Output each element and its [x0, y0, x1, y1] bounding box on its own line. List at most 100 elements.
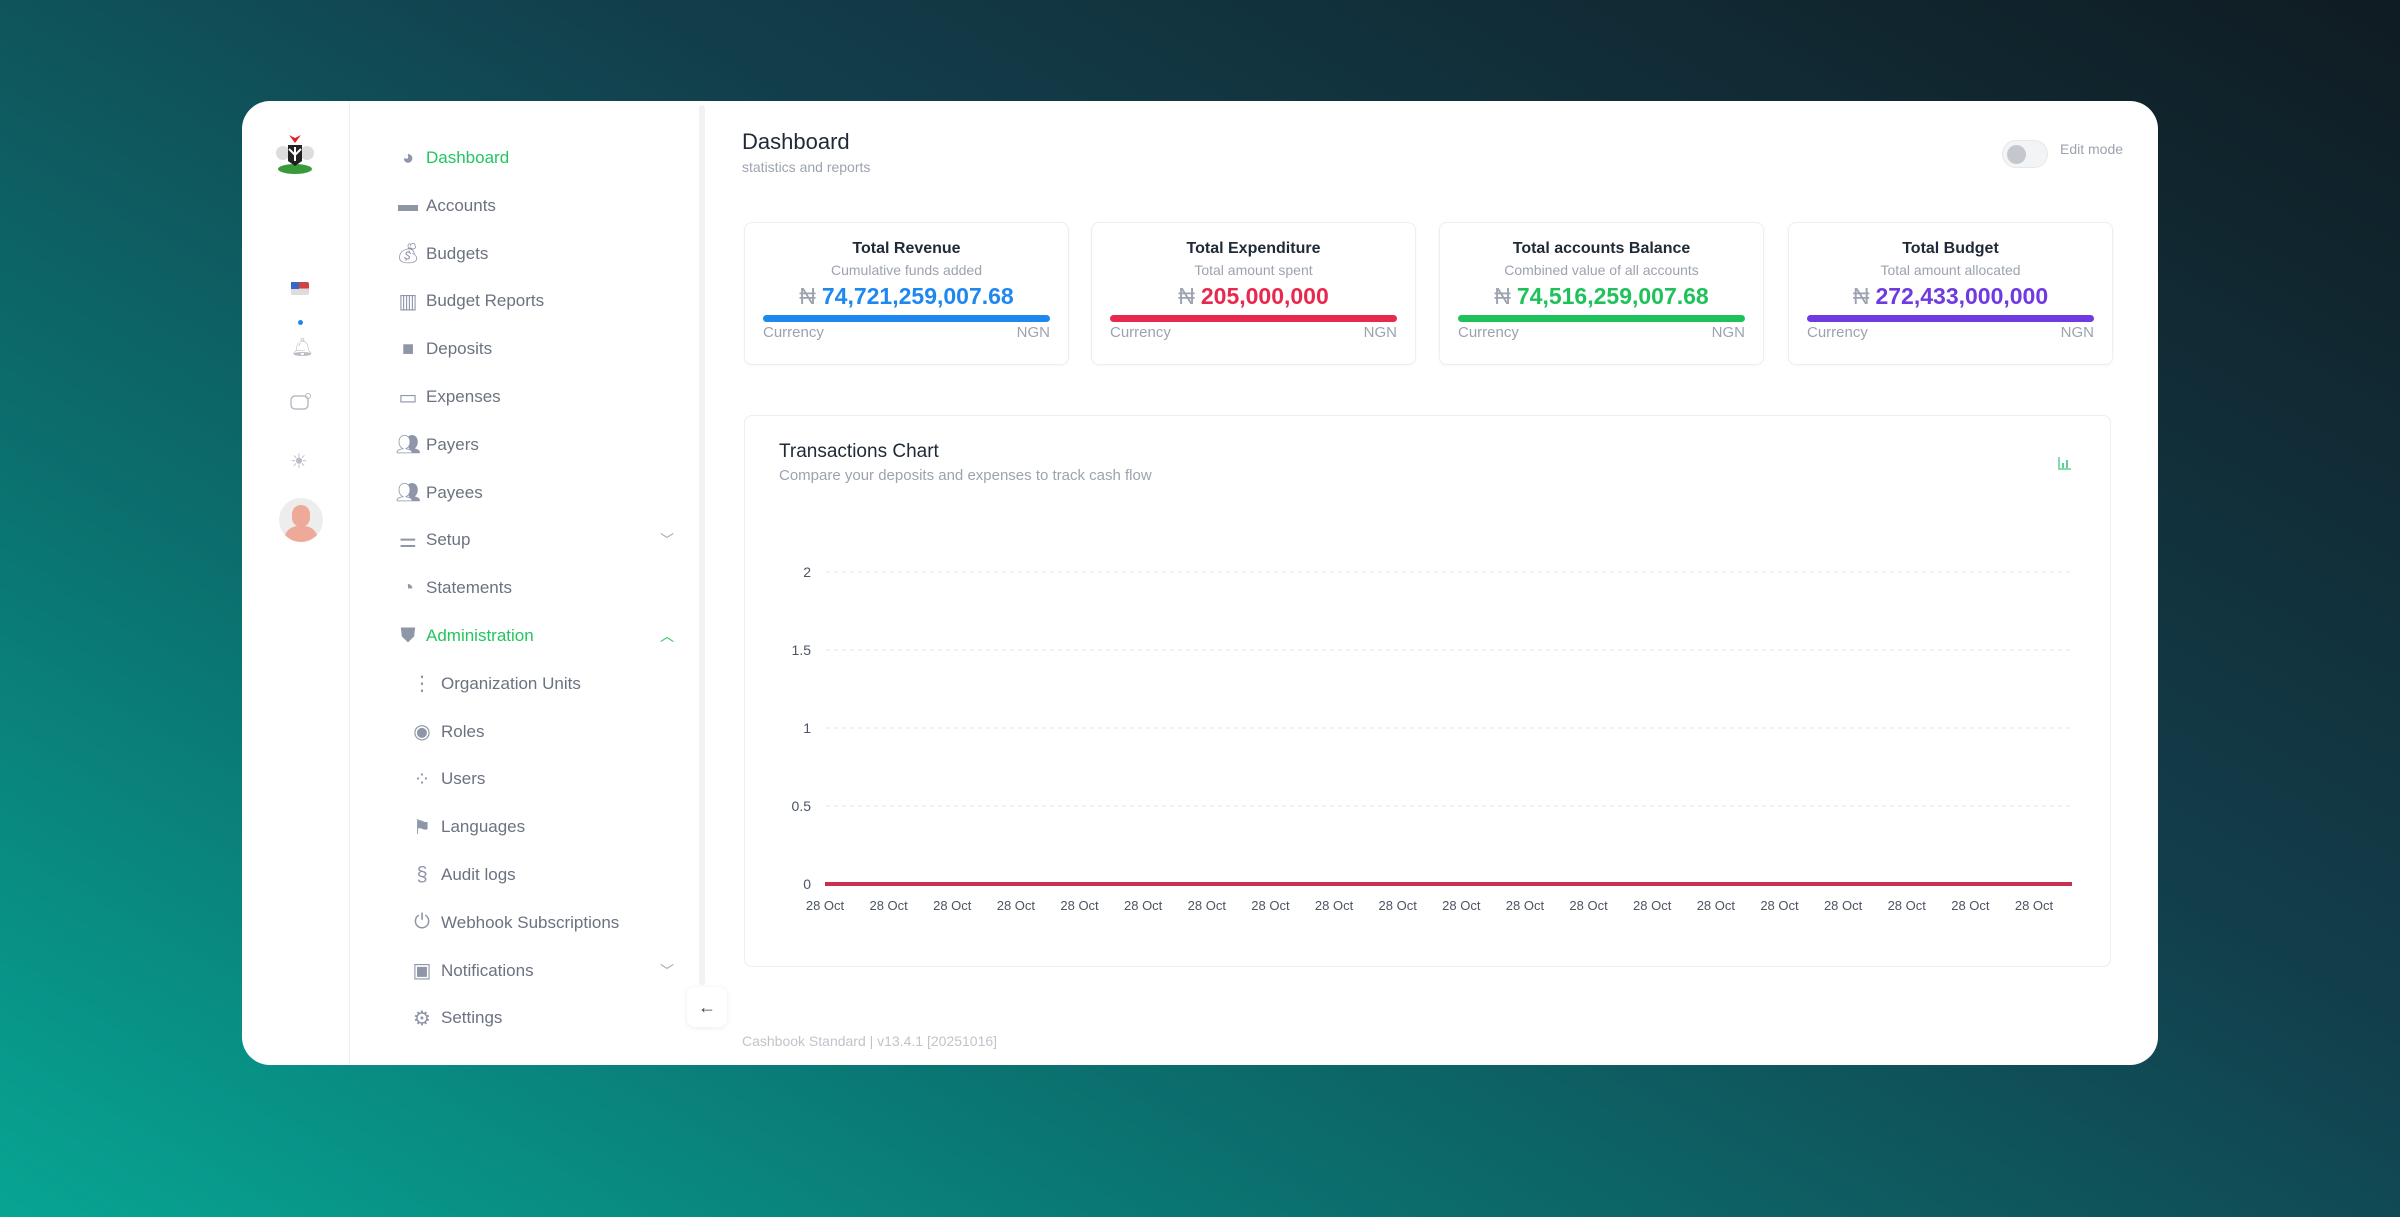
language-flag-icon[interactable] [291, 282, 309, 295]
sidebar-item-organization-units[interactable]: ⋮ Organization Units [350, 664, 680, 704]
stat-title: Total accounts Balance [1512, 240, 1691, 257]
stat-card-total-revenue: Total Revenue Cumulative funds added ₦ 74… [744, 222, 1069, 365]
sidebar-item-payers[interactable]: 👥︎ Payers [350, 425, 680, 465]
chart-title: Transactions Chart [779, 441, 939, 462]
chart-subtitle: Compare your deposits and expenses to tr… [779, 467, 1152, 484]
x-tick-label: 28 Oct [997, 898, 1036, 913]
flag-icon: ⚑ [413, 816, 431, 839]
stat-card-total-budget: Total Budget Total amount allocated ₦ 272… [1788, 222, 2113, 365]
naira-symbol: ₦ [1494, 283, 1511, 309]
bell-icon[interactable]: 🔔︎ [291, 337, 314, 357]
collapse-sidebar-button[interactable]: ← [687, 987, 727, 1027]
currency-label: Currency [763, 324, 824, 341]
sliders-icon: ⚌ [399, 529, 417, 552]
sidebar-item-roles[interactable]: ◉ Roles [350, 712, 680, 752]
sidebar-item-label: Deposits [426, 339, 493, 359]
x-tick-label: 28 Oct [1506, 898, 1545, 913]
x-tick-label: 28 Oct [806, 898, 845, 913]
sidebar-item-label: Notifications [441, 960, 534, 980]
x-tick-label: 28 Oct [1188, 898, 1227, 913]
sidebar-item-setup[interactable]: ⚌ Setup ﹀ [350, 520, 680, 560]
sidebar-item-label: Statements [426, 578, 512, 598]
users-icon: 👥︎ [395, 482, 421, 505]
x-tick-label: 28 Oct [1569, 898, 1608, 913]
chat-icon[interactable] [290, 393, 312, 413]
sidebar-item-languages[interactable]: ⚑ Languages [350, 807, 680, 847]
currency-code: NGN [2060, 324, 2094, 341]
sidebar-item-label: Users [441, 769, 486, 789]
sidebar-item-webhook-subscriptions[interactable]: ⏻ Webhook Subscriptions [350, 903, 680, 943]
notification-icon: ▣ [412, 960, 432, 983]
sidebar-item-label: Languages [441, 817, 526, 837]
sidebar-item-budget-reports[interactable]: ▥ Budget Reports [350, 281, 680, 321]
chevron-up-icon[interactable]: ︿ [660, 628, 674, 644]
sidebar-item-accounts[interactable]: ▬ Accounts [350, 186, 680, 226]
sidebar-item-settings[interactable]: ⚙ Settings [350, 998, 680, 1038]
sidebar-item-label: Settings [441, 1008, 503, 1028]
sidebar-item-label: Budgets [426, 243, 489, 263]
stat-value: 272,433,000,000 [1875, 283, 2049, 309]
sidebar-item-label: Payers [426, 434, 479, 454]
sidebar-item-expenses[interactable]: ▭ Expenses [350, 377, 680, 417]
sidebar-item-statements[interactable]: ◔ Statements [350, 568, 680, 608]
stat-card-total-accounts-balance: Total accounts Balance Combined value of… [1439, 222, 1764, 365]
sidebar-item-label: Payees [426, 482, 483, 502]
edit-mode-toggle[interactable] [2002, 140, 2048, 168]
sidebar-item-label: Organization Units [441, 673, 581, 693]
stat-subtitle: Total amount allocated [1880, 262, 2021, 278]
currency-label: Currency [1807, 324, 1868, 341]
x-tick-label: 28 Oct [1824, 898, 1863, 913]
y-tick-label: 0.5 [792, 798, 812, 814]
sidebar-scrollbar[interactable] [699, 105, 705, 985]
sidebar-item-budgets[interactable]: 💰︎ Budgets [350, 234, 680, 274]
sidebar-item-payees[interactable]: 👥︎ Payees [350, 473, 680, 513]
role-icon: ◉ [413, 721, 431, 744]
sidebar-item-label: Dashboard [426, 148, 510, 167]
arrow-left-icon: ← [698, 996, 716, 1017]
stat-bar [1807, 315, 2094, 322]
sidebar-item-label: Setup [426, 530, 471, 550]
stat-bar [1110, 315, 1397, 322]
x-tick-label: 28 Oct [1888, 898, 1927, 913]
avatar[interactable] [279, 498, 323, 542]
users-icon: 👥︎ [395, 434, 421, 457]
y-tick-label: 1.5 [792, 642, 812, 658]
footer-version: Cashbook Standard | v13.4.1 [20251016] [742, 1033, 998, 1049]
tree-icon: ⋮ [412, 673, 432, 696]
icon-rail: 🔔︎ ☀ [242, 101, 350, 1065]
sidebar-item-dashboard[interactable]: ◕ Dashboard [350, 138, 680, 178]
main-content: Dashboard statistics and reports Edit mo… [742, 101, 2158, 1065]
sidebar-item-audit-logs[interactable]: § Audit logs [350, 855, 680, 895]
chart-type-icon[interactable] [2057, 455, 2073, 471]
stat-card-total-expenditure: Total Expenditure Total amount spent ₦ 20… [1091, 222, 1416, 365]
sidebar-item-users[interactable]: ⁘ Users [350, 759, 680, 799]
stat-bar [1458, 315, 1745, 322]
scroll-icon: § [416, 863, 428, 886]
chevron-down-icon[interactable]: ﹀ [660, 532, 674, 549]
pie-chart-icon: ◕ [401, 146, 415, 169]
x-tick-label: 28 Oct [1124, 898, 1163, 913]
y-tick-label: 2 [803, 564, 811, 580]
chevron-down-icon[interactable]: ﹀ [660, 962, 674, 979]
shield-check-icon: ⛊ [400, 624, 416, 647]
y-tick-label: 0 [803, 876, 811, 892]
x-tick-label: 28 Oct [1442, 898, 1481, 913]
edit-mode-label: Edit mode [2060, 141, 2124, 157]
sidebar-item-administration[interactable]: ⛊ Administration ︿ [350, 616, 680, 656]
page-title: Dashboard [742, 129, 850, 154]
sidebar-item-label: Administration [426, 626, 534, 645]
sidebar-item-deposits[interactable]: ■ Deposits [350, 329, 680, 369]
page-subtitle: statistics and reports [742, 159, 871, 175]
x-tick-label: 28 Oct [1379, 898, 1418, 913]
safe-icon: ■ [401, 337, 415, 360]
money-bag-icon: 💰︎ [395, 243, 421, 266]
currency-label: Currency [1110, 324, 1171, 341]
sidebar-item-notifications[interactable]: ▣ Notifications ﹀ [350, 951, 680, 991]
stat-title: Total Revenue [852, 240, 961, 257]
currency-code: NGN [1016, 324, 1050, 341]
sun-icon[interactable]: ☀ [290, 451, 308, 473]
x-tick-label: 28 Oct [1633, 898, 1672, 913]
stat-subtitle: Cumulative funds added [831, 262, 982, 278]
y-tick-label: 1 [803, 720, 811, 736]
users-group-icon: ⁘ [413, 768, 431, 791]
